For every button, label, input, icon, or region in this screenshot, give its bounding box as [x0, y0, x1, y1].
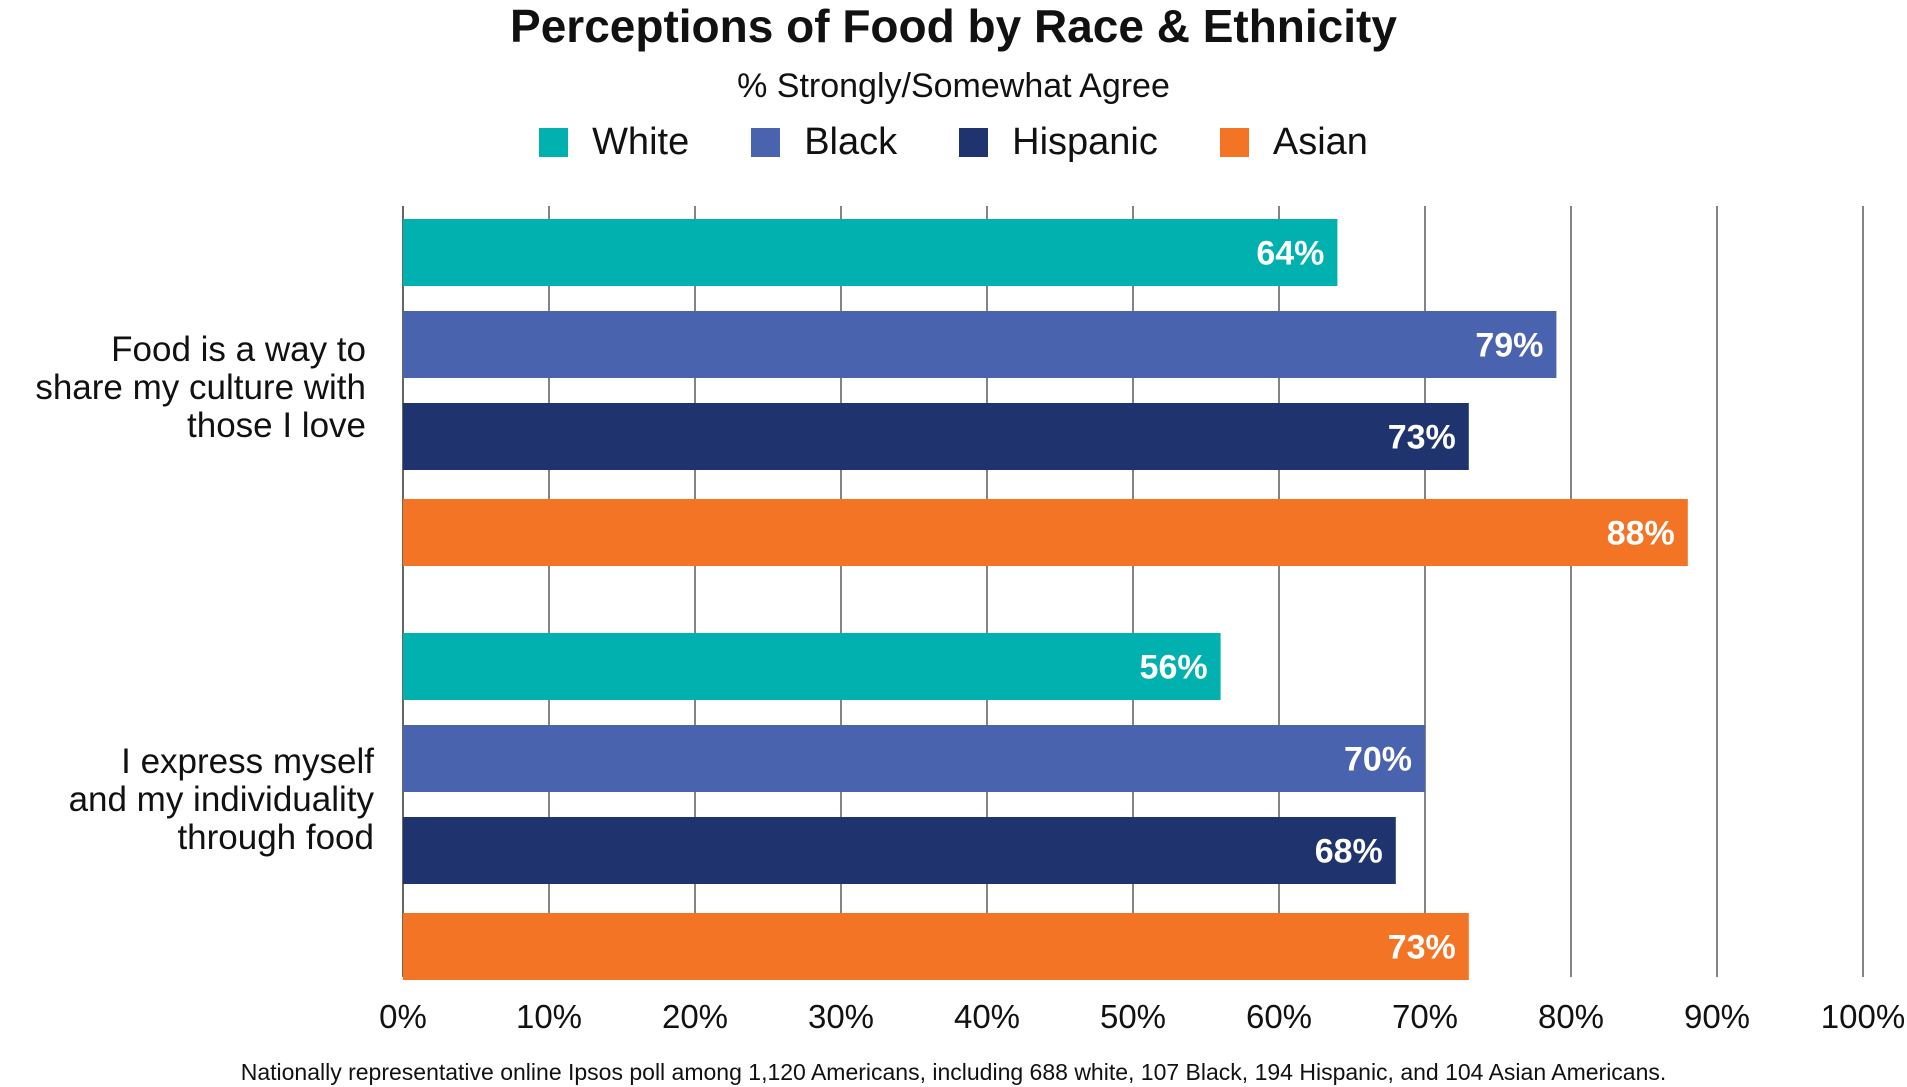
x-tick-label: 100%: [1821, 998, 1905, 1035]
category-label-line: through food: [177, 818, 374, 857]
legend-swatch-white: [539, 128, 569, 157]
data-label: 73%: [1388, 929, 1456, 967]
legend-item-hispanic: Hispanic: [959, 121, 1158, 164]
legend-item-white: White: [539, 121, 689, 164]
data-label: 64%: [1256, 235, 1324, 273]
data-label: 70%: [1344, 741, 1412, 779]
legend-label-asian: Asian: [1272, 121, 1368, 163]
category-label-line: those I love: [187, 406, 366, 445]
bar-white-1: [403, 219, 1338, 286]
bar-white-2: [403, 633, 1221, 700]
category-label-culture: Food is a way to share my culture with t…: [0, 331, 366, 445]
data-label: 73%: [1388, 419, 1456, 457]
category-label-line: Food is a way to: [111, 330, 366, 369]
data-label: 68%: [1315, 833, 1383, 871]
bar-hispanic-1: [403, 403, 1469, 470]
x-tick-label: 0%: [379, 998, 427, 1035]
bar-hispanic-2: [403, 817, 1396, 884]
x-tick-label: 60%: [1246, 998, 1312, 1035]
bar-black-2: [403, 725, 1425, 792]
legend-item-black: Black: [751, 121, 897, 164]
x-tick-label: 70%: [1392, 998, 1458, 1035]
x-tick-label: 10%: [516, 998, 582, 1035]
data-label: 88%: [1607, 515, 1675, 553]
x-tick-label: 40%: [954, 998, 1020, 1035]
x-tick-label: 30%: [808, 998, 874, 1035]
footnote: Nationally representative online Ipsos p…: [240, 1059, 1667, 1085]
legend: White Black Hispanic Asian: [0, 121, 1907, 164]
category-label-individuality: I express myself and my individuality th…: [0, 743, 374, 857]
x-tick-label: 50%: [1100, 998, 1166, 1035]
data-label: 56%: [1140, 649, 1208, 687]
category-label-line: and my individuality: [68, 780, 374, 819]
bar-black-1: [403, 311, 1557, 378]
x-tick-label: 90%: [1684, 998, 1750, 1035]
category-label-line: I express myself: [121, 742, 374, 781]
legend-label-black: Black: [804, 121, 898, 163]
legend-label-hispanic: Hispanic: [1012, 121, 1158, 163]
legend-swatch-black: [751, 128, 781, 157]
legend-label-white: White: [592, 121, 690, 163]
data-label: 79%: [1475, 327, 1543, 365]
chart-subtitle: % Strongly/Somewhat Agree: [737, 67, 1170, 105]
legend-item-asian: Asian: [1219, 121, 1368, 164]
legend-swatch-asian: [1219, 128, 1249, 157]
x-tick-label: 80%: [1538, 998, 1604, 1035]
bar-asian-1: [403, 499, 1688, 566]
chart-title: Perceptions of Food by Race & Ethnicity: [510, 0, 1397, 52]
legend-swatch-hispanic: [959, 128, 989, 157]
category-label-line: share my culture with: [35, 368, 366, 407]
x-tick-label: 20%: [662, 998, 728, 1035]
bar-asian-2: [403, 913, 1469, 980]
